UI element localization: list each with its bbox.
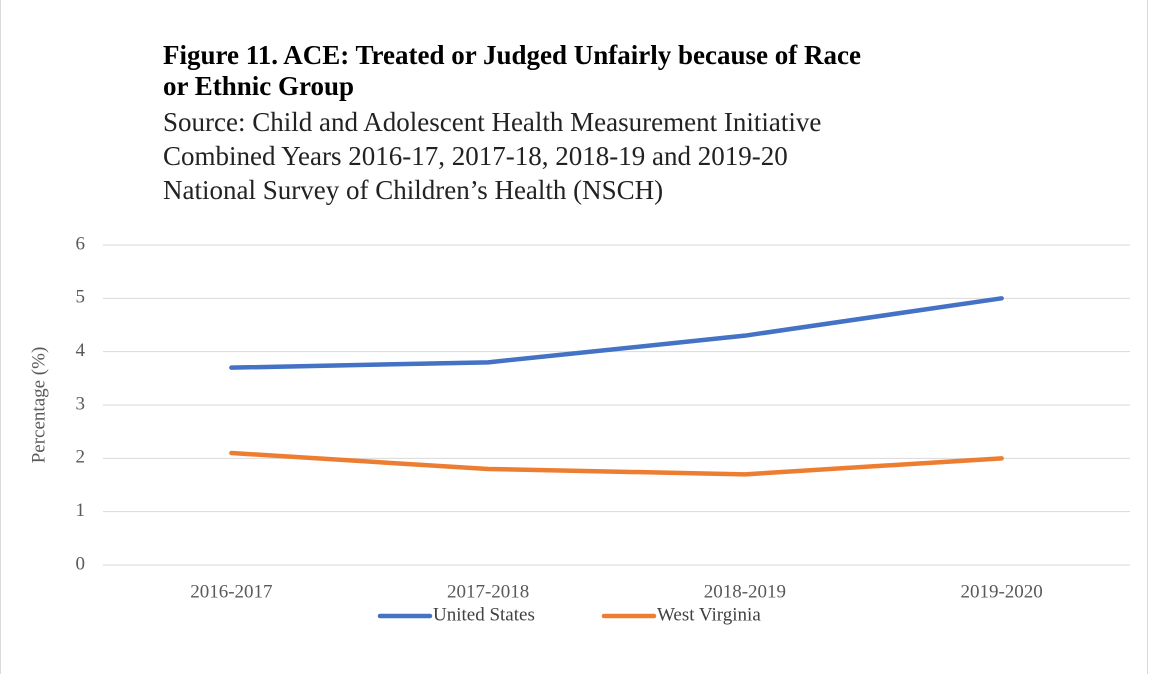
x-tick-label: 2018-2019 xyxy=(704,581,786,602)
x-tick-label: 2017-2018 xyxy=(447,581,529,602)
series-line xyxy=(229,450,1004,477)
series-line xyxy=(229,296,1004,370)
chart-subtitle: National Survey of Children’s Health (NS… xyxy=(163,175,664,205)
y-tick-label: 6 xyxy=(76,233,86,254)
legend-label: United States xyxy=(433,604,535,625)
chart-title: Figure 11. ACE: Treated or Judged Unfair… xyxy=(163,40,861,101)
y-tick-label: 1 xyxy=(76,500,86,521)
chart-subtitle: Source: Child and Adolescent Health Meas… xyxy=(163,107,822,137)
y-tick-label: 0 xyxy=(76,553,86,574)
x-tick-label: 2016-2017 xyxy=(190,581,272,602)
y-tick-label: 5 xyxy=(76,287,86,308)
y-tick-label: 2 xyxy=(76,447,86,468)
y-axis-label: Percentage (%) xyxy=(28,347,49,464)
y-tick-label: 3 xyxy=(76,393,86,414)
chart-subtitle: Combined Years 2016-17, 2017-18, 2018-19… xyxy=(163,141,788,171)
legend-label: West Virginia xyxy=(657,604,761,625)
x-tick-label: 2019-2020 xyxy=(960,581,1042,602)
y-tick-label: 4 xyxy=(76,340,86,361)
